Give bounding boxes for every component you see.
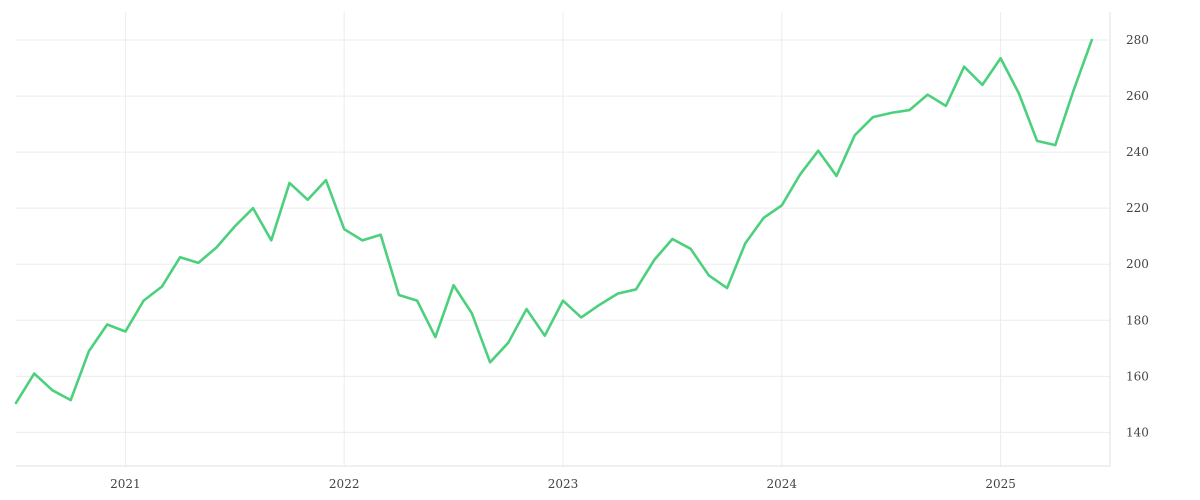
x-tick-label: 2025 (985, 477, 1016, 491)
axes (16, 12, 1111, 467)
y-tick-label: 200 (1126, 257, 1149, 271)
y-tick-label: 220 (1126, 201, 1149, 215)
y-tick-label: 280 (1126, 33, 1149, 47)
y-tick-label: 160 (1126, 369, 1149, 383)
series-line (14, 38, 1094, 405)
y-tick-label: 240 (1126, 145, 1149, 159)
y-axis-ticks: 140 160 180 200 220 240 260 280 (1126, 33, 1149, 439)
x-tick-label: 2021 (110, 477, 141, 491)
y-tick-label: 140 (1126, 425, 1149, 439)
x-axis-ticks: 2021 2022 2023 2024 2025 (110, 477, 1016, 491)
gridlines (16, 12, 1110, 466)
x-tick-label: 2024 (767, 477, 798, 491)
x-tick-label: 2023 (548, 477, 579, 491)
y-tick-label: 260 (1126, 89, 1149, 103)
y-tick-label: 180 (1126, 313, 1149, 327)
x-tick-label: 2022 (329, 477, 360, 491)
series-layer (14, 38, 1094, 405)
